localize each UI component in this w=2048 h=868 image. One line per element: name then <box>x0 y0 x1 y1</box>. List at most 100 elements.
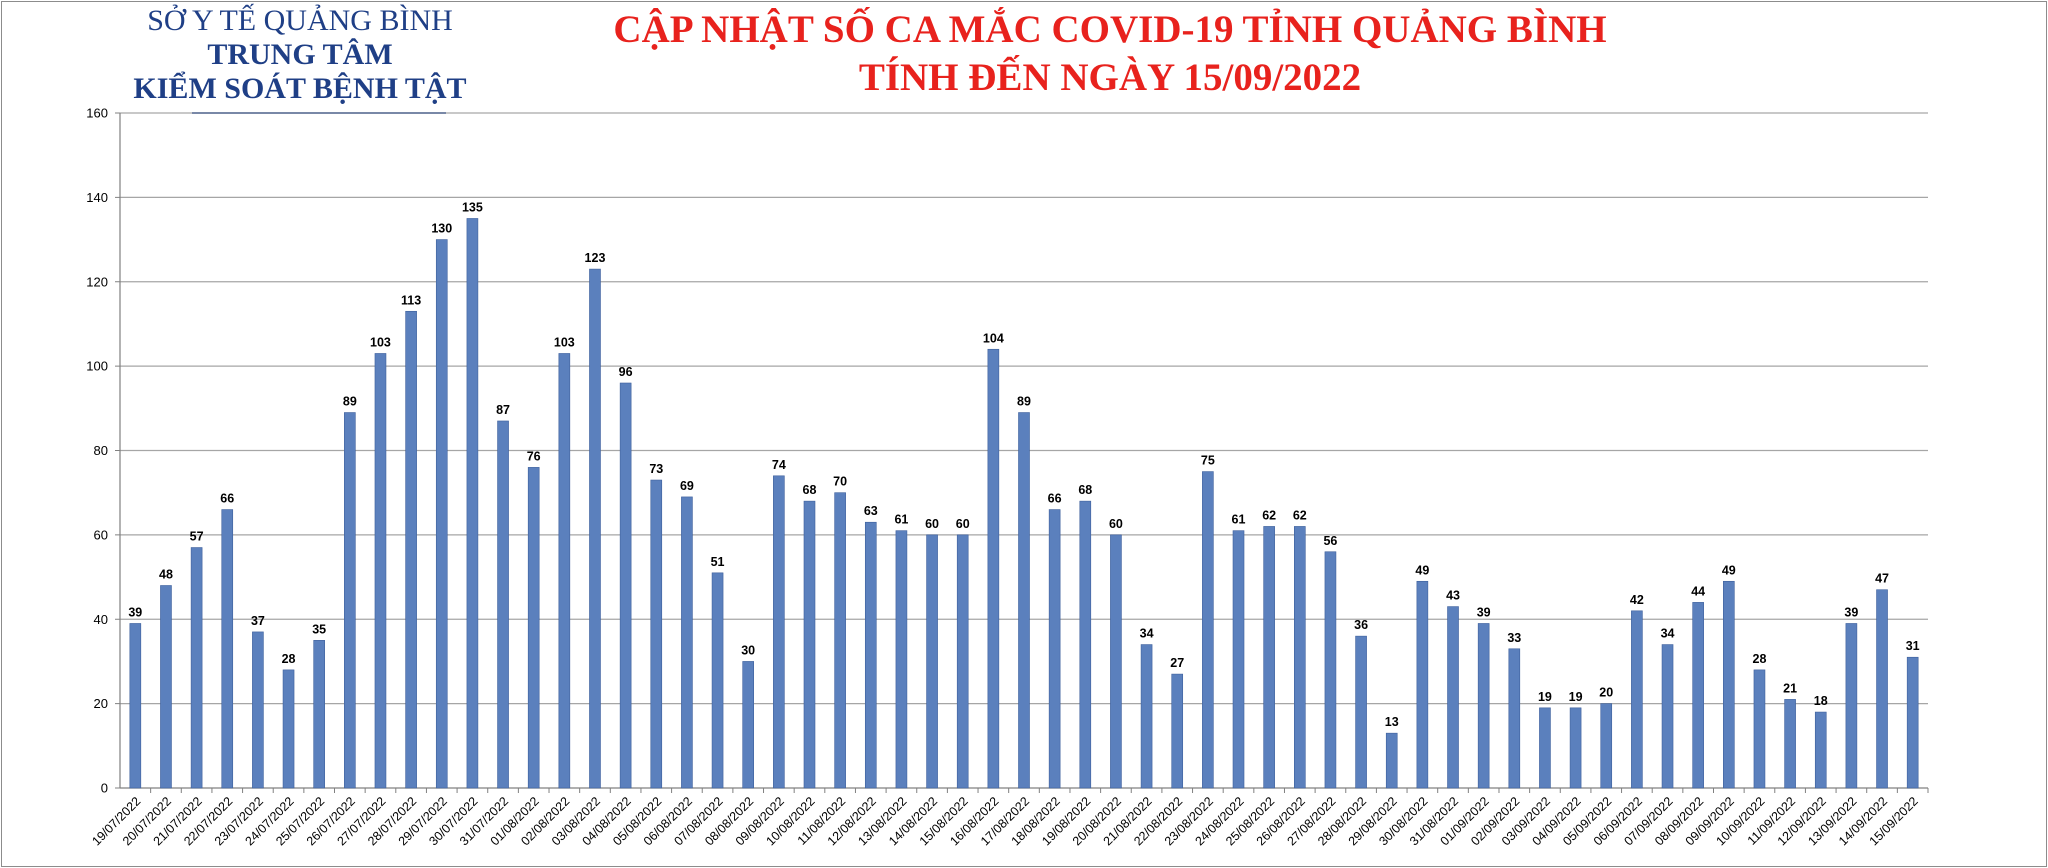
org-line-1: SỞ Y TẾ QUẢNG BÌNH <box>147 4 453 37</box>
bar <box>987 348 1000 789</box>
data-label: 61 <box>894 513 908 527</box>
bar <box>864 521 877 789</box>
data-label: 70 <box>833 475 847 489</box>
bar <box>1753 669 1766 789</box>
data-label: 96 <box>619 365 633 379</box>
y-tick-label: 120 <box>86 274 108 289</box>
y-tick-label: 0 <box>101 781 108 796</box>
data-label: 60 <box>1109 517 1123 531</box>
data-label: 28 <box>1753 652 1767 666</box>
data-label: 30 <box>741 643 755 657</box>
y-tick-label: 20 <box>94 696 108 711</box>
bar <box>711 572 724 789</box>
data-label: 69 <box>680 479 694 493</box>
data-label: 39 <box>1844 605 1858 619</box>
data-label: 35 <box>312 622 326 636</box>
data-label: 20 <box>1599 686 1613 700</box>
data-label: 44 <box>1691 584 1705 598</box>
data-label: 66 <box>1048 492 1062 506</box>
data-label: 18 <box>1814 694 1828 708</box>
data-label: 130 <box>431 222 452 236</box>
bar <box>1202 471 1214 789</box>
data-label: 104 <box>983 331 1004 345</box>
data-label: 66 <box>220 492 234 506</box>
bar <box>1906 656 1919 789</box>
data-label: 89 <box>1017 395 1031 409</box>
data-label: 39 <box>1477 605 1491 619</box>
data-label: 56 <box>1323 534 1337 548</box>
bar <box>282 669 295 789</box>
data-label: 51 <box>711 555 725 569</box>
bar <box>1048 509 1061 789</box>
data-label: 57 <box>190 530 204 544</box>
organization-header: SỞ Y TẾ QUẢNG BÌNH TRUNG TÂM KIỂM SOÁT B… <box>110 4 490 106</box>
bar <box>1569 707 1582 789</box>
bar <box>1845 623 1858 789</box>
bar <box>1723 580 1735 789</box>
bar <box>1294 526 1306 789</box>
bar <box>129 623 142 789</box>
bar <box>956 534 969 789</box>
bar <box>1447 606 1459 789</box>
data-label: 135 <box>462 200 483 214</box>
y-tick-label: 40 <box>94 612 108 627</box>
x-tick-labels: 19/07/202220/07/202221/07/202222/07/2022… <box>89 794 1921 848</box>
bar <box>1784 699 1796 789</box>
bar <box>1876 589 1888 789</box>
bar <box>803 500 816 789</box>
bar <box>619 382 632 789</box>
bar <box>558 353 571 789</box>
bar <box>926 534 938 789</box>
data-label: 33 <box>1507 631 1521 645</box>
bar <box>313 640 325 789</box>
bar <box>1171 673 1184 789</box>
data-label: 103 <box>554 335 575 349</box>
data-label: 42 <box>1630 593 1644 607</box>
y-tick-label: 80 <box>94 443 108 458</box>
bar <box>834 492 846 789</box>
y-tick-label: 160 <box>86 106 108 121</box>
bar <box>1140 644 1153 789</box>
bar <box>435 239 448 789</box>
data-label: 123 <box>585 251 606 265</box>
bar <box>742 661 755 789</box>
y-tick-label: 60 <box>94 527 108 542</box>
data-label: 34 <box>1140 627 1154 641</box>
data-label: 103 <box>370 335 391 349</box>
bar <box>1110 534 1122 789</box>
y-tick-labels: 0 20 40 60 80 100 120 140 160 <box>86 106 108 796</box>
bar <box>1692 602 1704 789</box>
data-label: 62 <box>1262 508 1276 522</box>
bar <box>344 412 356 789</box>
title-line-2: TÍNH ĐẾN NGÀY 15/09/2022 <box>858 56 1362 99</box>
bar <box>221 509 234 789</box>
y-tick-label: 140 <box>86 190 108 205</box>
data-label: 75 <box>1201 454 1215 468</box>
bar <box>1661 644 1674 789</box>
data-label: 13 <box>1385 715 1399 729</box>
data-label: 19 <box>1569 690 1583 704</box>
bar <box>1416 580 1429 789</box>
data-label: 31 <box>1906 639 1920 653</box>
data-label: 60 <box>925 517 939 531</box>
bar <box>1631 610 1643 789</box>
bar <box>190 547 203 789</box>
bar <box>1263 526 1275 789</box>
data-label: 34 <box>1661 627 1675 641</box>
y-tick-label: 100 <box>86 359 108 374</box>
bar <box>1079 500 1092 789</box>
data-label: 87 <box>496 403 510 417</box>
data-label: 43 <box>1446 589 1460 603</box>
data-label: 27 <box>1170 656 1184 670</box>
bar <box>1385 732 1398 789</box>
bar <box>405 310 417 789</box>
bar <box>1232 530 1245 789</box>
data-label: 74 <box>772 458 786 472</box>
data-label: 61 <box>1232 513 1246 527</box>
data-label: 62 <box>1293 508 1307 522</box>
bar <box>160 585 172 789</box>
data-label: 89 <box>343 395 357 409</box>
bar <box>252 631 264 789</box>
bar <box>374 353 387 789</box>
